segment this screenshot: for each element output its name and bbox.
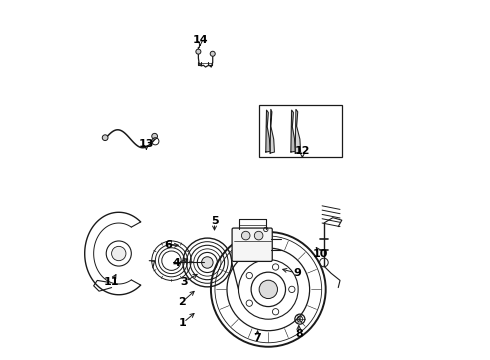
Text: 3: 3 (180, 277, 188, 287)
Circle shape (242, 231, 250, 240)
Text: 12: 12 (294, 146, 310, 156)
Circle shape (152, 134, 157, 139)
Text: 11: 11 (104, 277, 120, 287)
Bar (259, 105, 342, 157)
Circle shape (201, 257, 213, 268)
Circle shape (112, 246, 126, 261)
Text: 14: 14 (193, 35, 208, 45)
Text: 9: 9 (293, 268, 301, 278)
Circle shape (210, 51, 215, 56)
FancyBboxPatch shape (232, 228, 272, 261)
Circle shape (196, 49, 201, 54)
Polygon shape (266, 110, 270, 152)
Polygon shape (295, 109, 300, 153)
Text: 4: 4 (172, 258, 180, 268)
Text: 2: 2 (178, 297, 186, 307)
Text: 1: 1 (178, 319, 186, 328)
Text: 5: 5 (211, 216, 219, 226)
Text: 10: 10 (313, 248, 328, 258)
Circle shape (102, 135, 108, 140)
Text: 6: 6 (164, 240, 172, 250)
Text: 8: 8 (295, 329, 303, 339)
Polygon shape (270, 109, 274, 153)
Text: 13: 13 (139, 139, 154, 149)
Polygon shape (291, 110, 295, 152)
Circle shape (254, 231, 263, 240)
Circle shape (259, 280, 277, 298)
Text: 7: 7 (254, 333, 262, 343)
